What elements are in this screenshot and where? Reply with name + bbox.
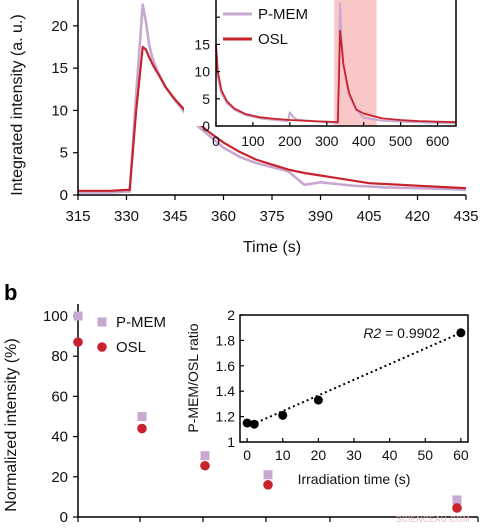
x-tick-label: 375 <box>259 208 284 225</box>
r-squared-annotation: R2 = 0.9902 <box>363 325 440 341</box>
b-inset-y-tick-label: 1.2 <box>216 409 236 425</box>
x-tick-label: 420 <box>405 208 430 225</box>
y-tick-label: 20 <box>51 18 68 35</box>
b-inset-x-tick-label: 10 <box>275 447 291 463</box>
legend-pmem-marker <box>97 317 107 327</box>
b-inset-x-tick-label: 40 <box>382 447 398 463</box>
inset-x-tick-label: 400 <box>352 133 376 149</box>
x-tick-label: 390 <box>308 208 333 225</box>
panel-b-label: b <box>4 280 17 305</box>
b-inset-y-tick-label: 2 <box>227 307 235 323</box>
osl-point <box>137 423 147 434</box>
osl-point <box>452 503 462 513</box>
b-inset-x-tick-label: 20 <box>311 447 327 463</box>
panel-a-x-axis-label: Time (s) <box>243 239 301 256</box>
b-inset-x-tick-label: 50 <box>417 447 433 463</box>
inset-x-tick-label: 600 <box>426 133 450 149</box>
osl-point <box>263 480 273 490</box>
inset-x-tick-label: 100 <box>241 133 265 149</box>
inset-y-tick-label: 10 <box>194 64 210 80</box>
osl-point <box>200 460 210 471</box>
panel-a-main-chart: 315 330 345 360 375 390 405 420 435 0 5 10 15 20 Tim… <box>9 0 479 256</box>
y-tick-label: 15 <box>51 60 68 77</box>
watermark: SCIENCEAU.COM <box>396 515 470 524</box>
b-inset-x-tick-label: 30 <box>346 447 362 463</box>
panel-a-y-axis-label: Integrated intensity (a. u.) <box>9 14 26 195</box>
panel-b-inset-y-axis-label: P-MEM/OSL ratio <box>185 323 201 432</box>
legend-osl-label: OSL <box>258 31 288 48</box>
inset-x-tick-label: 500 <box>389 133 413 149</box>
x-tick-label: 315 <box>65 208 90 225</box>
y-tick-label: 0 <box>60 187 68 204</box>
pmem-point <box>137 412 147 421</box>
b-inset-y-tick-label: 1 <box>227 434 235 450</box>
b-y-tick-label: 60 <box>51 388 68 405</box>
b-y-tick-label: 100 <box>43 308 68 325</box>
ratio-point <box>456 328 466 338</box>
inset-x-tick-label: 300 <box>315 133 339 149</box>
pmem-point <box>263 470 273 480</box>
y-tick-label: 5 <box>60 145 68 162</box>
linear-fit-line <box>246 331 462 428</box>
b-inset-y-tick-label: 1.4 <box>216 383 236 399</box>
panel-a-inset-legend: P-MEM OSL <box>223 6 308 48</box>
pmem-point <box>200 451 210 461</box>
b-y-tick-label: 20 <box>51 469 68 486</box>
x-tick-label: 330 <box>114 208 139 225</box>
b-inset-x-tick-label: 60 <box>453 447 469 463</box>
ratio-point <box>249 419 259 429</box>
ratio-point <box>278 410 288 420</box>
panel-b-inset-chart: 0 10 20 30 40 50 60 1 1.2 1.4 1.6 1.8 2 Irradiation… <box>185 307 469 487</box>
series-pmem-line <box>78 3 467 194</box>
pmem-point <box>73 311 83 321</box>
y-tick-label: 10 <box>51 102 68 119</box>
panel-b-y-axis-label: Normalized intensity (%) <box>3 338 20 511</box>
legend-pmem-label: P-MEM <box>258 6 308 23</box>
r-squared-symbol: R2 <box>363 325 381 341</box>
inset-y-tick-label: 5 <box>202 91 210 107</box>
b-y-tick-label: 40 <box>51 429 68 446</box>
ratio-point <box>242 418 252 428</box>
inset-y-tick-label: 15 <box>194 36 210 52</box>
b-legend-osl-label: OSL <box>116 339 146 356</box>
x-tick-label: 405 <box>356 208 381 225</box>
inset-background <box>184 0 456 126</box>
inset-x-tick-label: 200 <box>278 133 302 149</box>
osl-point <box>73 337 83 347</box>
panel-b-inset-x-axis-label: Irradiation time (s) <box>298 471 411 487</box>
b-inset-y-tick-label: 1.6 <box>216 358 236 374</box>
pmem-point <box>452 495 462 505</box>
inset-frame <box>215 0 457 127</box>
x-tick-label: 345 <box>162 208 187 225</box>
panel-b-legend: P-MEM OSL <box>97 314 166 356</box>
inset-x-tick-label: 0 <box>212 133 220 149</box>
b-inset-x-tick-label: 0 <box>243 447 251 463</box>
b-legend-pmem-label: P-MEM <box>116 314 166 331</box>
inset-series-osl-line <box>215 29 457 124</box>
b-y-tick-label: 80 <box>51 348 68 365</box>
r-squared-value: = 0.9902 <box>381 325 440 341</box>
ratio-point <box>313 395 323 405</box>
x-tick-label: 360 <box>211 208 236 225</box>
b-inset-y-tick-label: 1.8 <box>216 332 236 348</box>
b-y-tick-label: 0 <box>60 509 68 526</box>
inset-y-tick-label: 0 <box>202 118 210 134</box>
x-tick-label: 435 <box>453 208 478 225</box>
panel-a-inset-chart: 0 100 200 300 400 500 600 0 5 10 15 P-MEM OSL <box>184 0 457 149</box>
legend-osl-marker <box>97 342 107 352</box>
